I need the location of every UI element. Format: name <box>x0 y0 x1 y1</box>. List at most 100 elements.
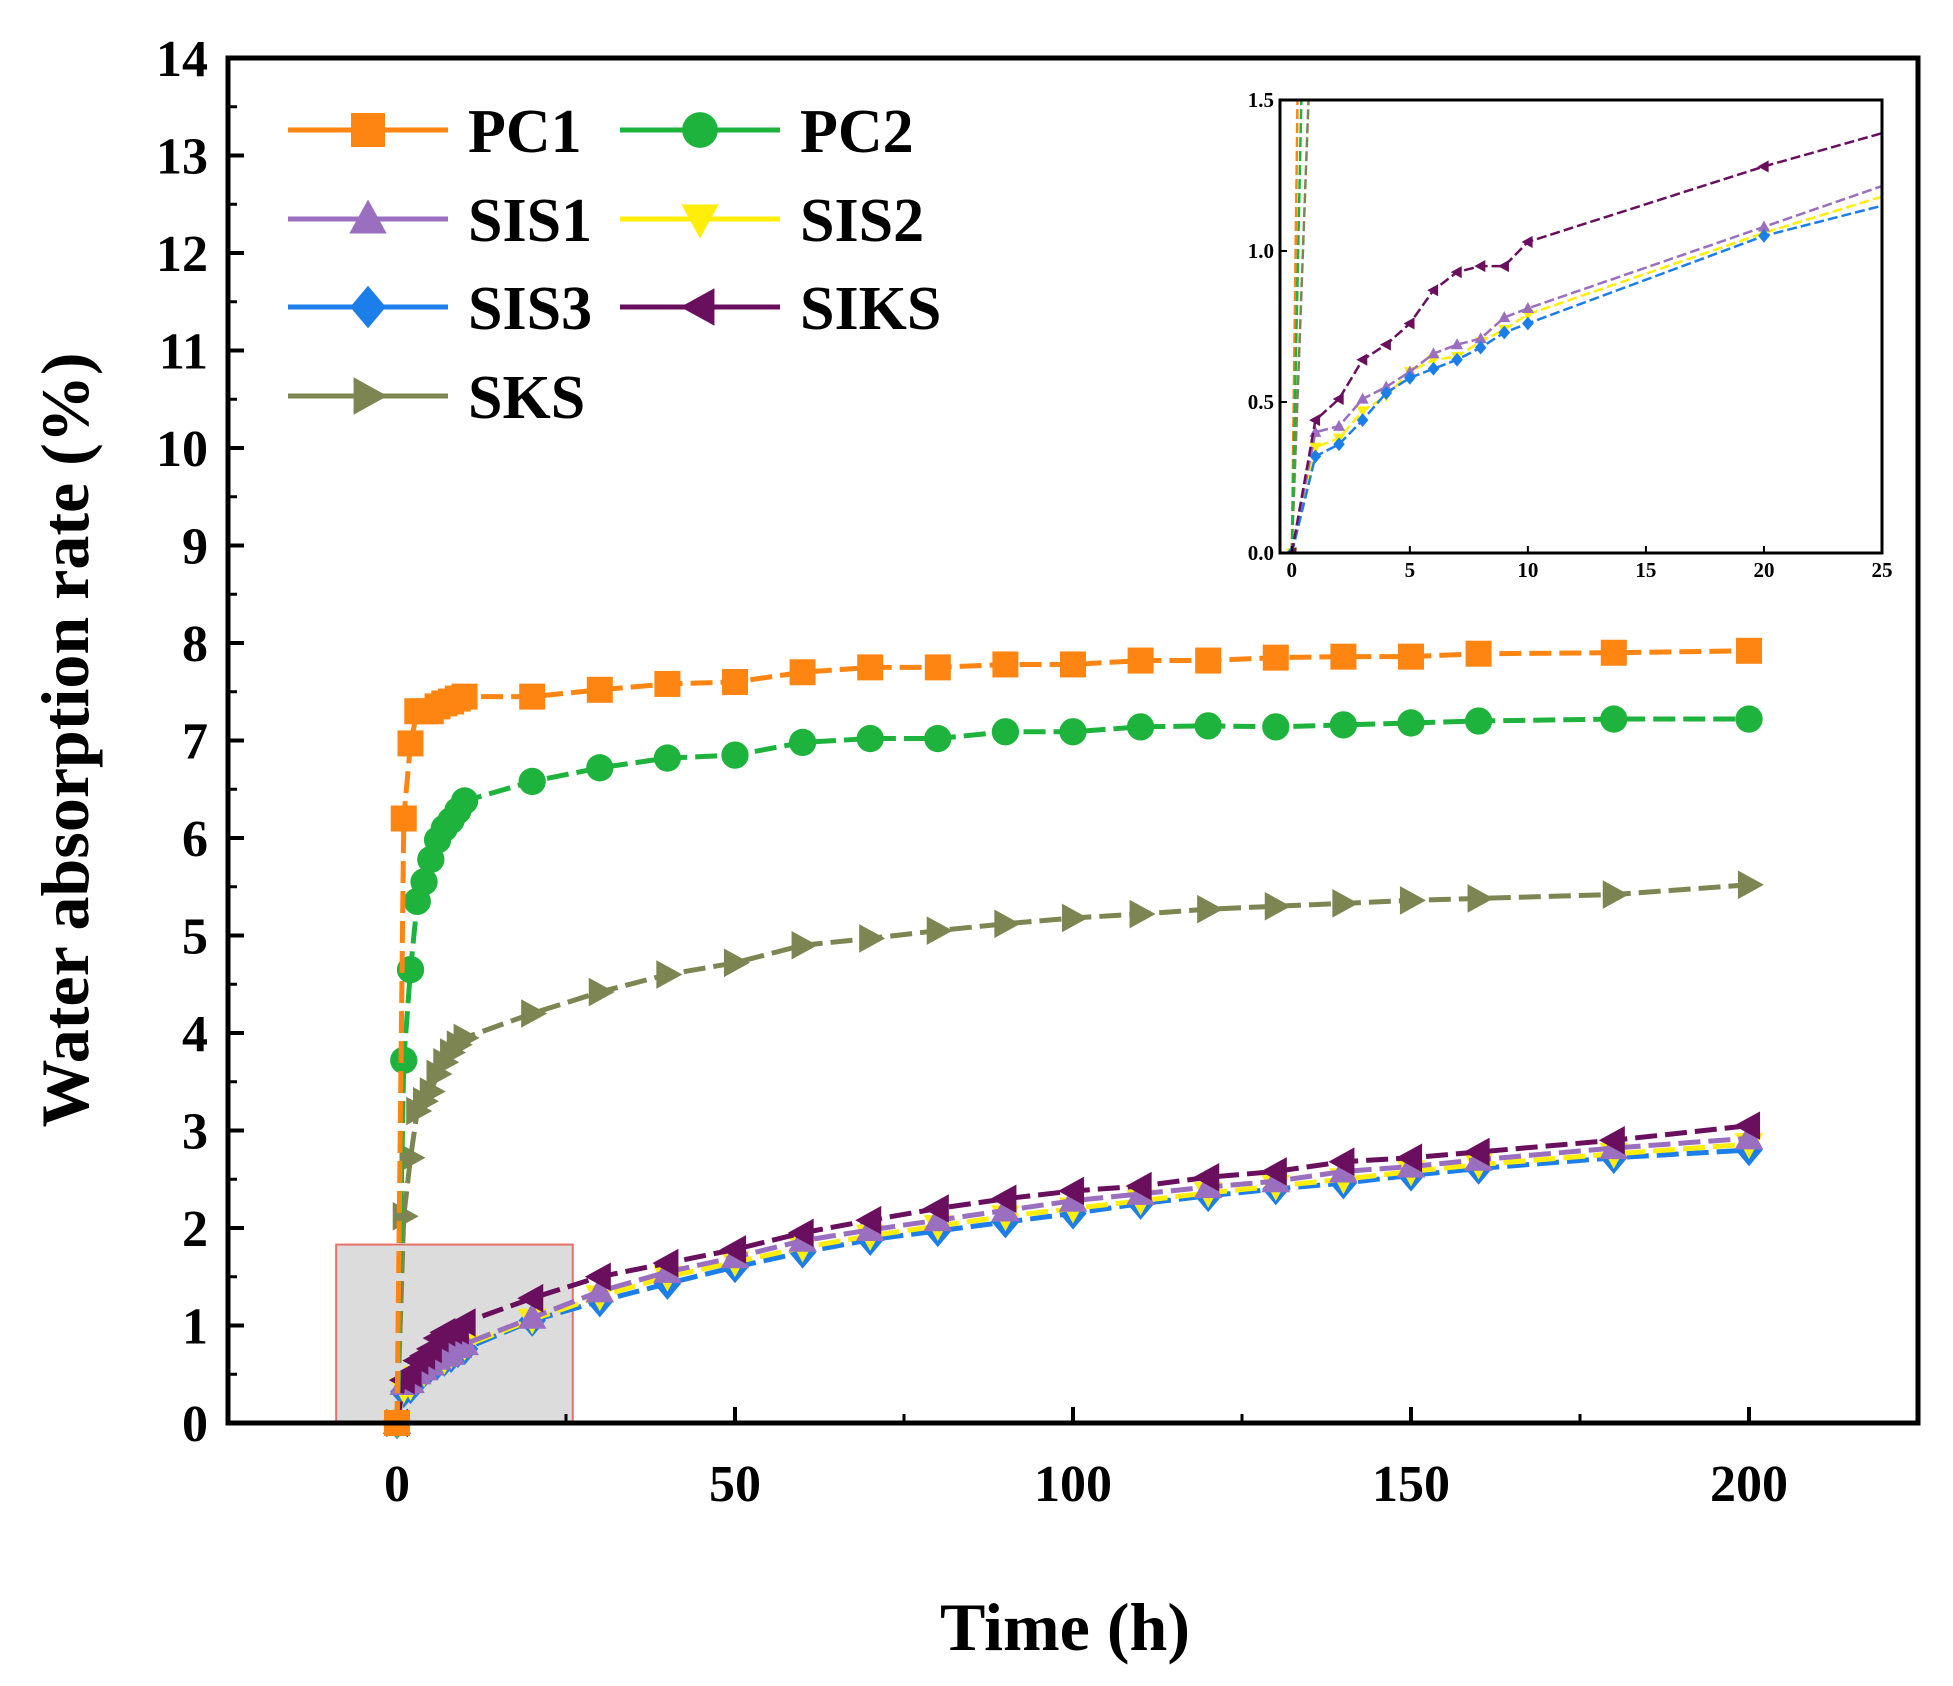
data-point-pc2 <box>991 718 1020 746</box>
data-point-siks <box>584 1262 611 1292</box>
legend-label: SIS2 <box>800 187 924 255</box>
data-point-pc2 <box>450 787 479 815</box>
data-point-pc2 <box>1059 718 1087 746</box>
data-point-pc1 <box>390 805 417 832</box>
inset-y-tick-label: 1.5 <box>1248 88 1274 112</box>
data-point-sks <box>1129 899 1156 929</box>
inset-data-point <box>1427 361 1440 376</box>
inset-series-line <box>1290 195 1882 553</box>
y-tick-label: 10 <box>156 421 208 478</box>
inset-y-tick-label: 0.0 <box>1248 541 1274 565</box>
data-point-pc1 <box>1127 647 1154 674</box>
legend-label: PC2 <box>800 98 914 166</box>
data-point-sks <box>791 930 818 960</box>
inset-data-point <box>1757 220 1771 232</box>
x-axis-title: Time (h) <box>940 1589 1190 1665</box>
data-point-sis1 <box>517 1302 547 1329</box>
inset-data-point <box>1356 413 1369 427</box>
y-tick-label: 7 <box>182 714 208 771</box>
data-point-sks <box>1602 880 1629 909</box>
data-point-pc2 <box>924 724 952 753</box>
data-point-pc2 <box>1735 705 1763 733</box>
data-point-pc1 <box>722 669 748 695</box>
data-point-pc2 <box>518 767 546 796</box>
data-point-siks <box>1396 1143 1423 1173</box>
data-point-sks <box>521 999 548 1028</box>
data-point-pc1 <box>1330 643 1357 670</box>
data-point-siks <box>1125 1171 1152 1201</box>
data-point-sis1 <box>1734 1123 1764 1150</box>
y-tick-label: 13 <box>156 129 208 186</box>
inset-series-group <box>1285 100 1882 553</box>
data-point-sks <box>994 909 1021 939</box>
data-point-pc2 <box>788 728 817 757</box>
legend-label: SIS1 <box>468 187 592 255</box>
data-point-pc1 <box>857 654 884 681</box>
legend-marker <box>351 113 385 147</box>
data-point-pc1 <box>519 683 546 710</box>
data-point-pc1 <box>654 670 681 697</box>
data-point-siks <box>1463 1137 1490 1167</box>
legend-marker <box>350 285 386 329</box>
inset-data-point <box>1498 325 1511 340</box>
inset-data-point <box>1356 353 1368 366</box>
y-tick-label: 9 <box>182 519 208 576</box>
main-plot-frame <box>225 55 1921 1426</box>
x-tick-label: 50 <box>709 1456 761 1513</box>
legend-label: SIKS <box>800 275 941 343</box>
inset-data-point <box>1451 352 1463 367</box>
data-point-sks <box>1264 891 1291 921</box>
data-point-pc1 <box>1195 647 1222 674</box>
data-point-pc2 <box>1194 712 1222 740</box>
inset-data-point <box>1521 235 1533 248</box>
inset-x-tick-label: 5 <box>1405 558 1416 582</box>
series-pc2 <box>383 705 1763 1437</box>
inset-data-point <box>1498 311 1511 323</box>
inset-data-point <box>1758 229 1770 243</box>
inset-data-point <box>1522 316 1534 331</box>
inset-x-tick-label: 15 <box>1635 558 1656 582</box>
data-point-siks <box>787 1218 814 1248</box>
data-point-sks <box>399 1143 426 1173</box>
data-point-pc2 <box>1397 709 1425 737</box>
y-tick-label: 14 <box>156 31 208 88</box>
data-point-pc1 <box>1465 640 1492 667</box>
data-point-siks <box>720 1235 747 1264</box>
data-point-sks <box>656 960 683 989</box>
data-point-sks <box>1737 870 1764 900</box>
inset-data-point <box>1404 370 1416 385</box>
data-point-sks <box>1467 884 1494 913</box>
inset-data-point <box>1380 386 1393 400</box>
data-point-pc1 <box>1060 651 1086 678</box>
inset-y-tick-label: 1.0 <box>1248 239 1274 263</box>
inset-data-point <box>1309 442 1322 454</box>
legend-entry-sks: SKS <box>288 364 585 432</box>
data-point-siks <box>1734 1111 1761 1140</box>
y-tick-label: 0 <box>182 1396 208 1453</box>
data-point-sks <box>426 1059 453 1089</box>
data-point-pc2 <box>1600 705 1628 733</box>
data-point-sks <box>1061 903 1088 933</box>
data-point-pc2 <box>1262 713 1290 741</box>
data-point-pc1 <box>1736 637 1762 664</box>
y-tick-label: 3 <box>182 1104 208 1161</box>
inset-ticks: 0 5 10 15 20 25 0.0 0.5 1.0 1.5 <box>1248 88 1893 582</box>
legend-entry-sis3: SIS3 <box>288 275 592 343</box>
data-point-siks <box>1260 1157 1287 1186</box>
inset-plot-frame <box>1278 98 1884 555</box>
inset-data-point <box>1309 414 1321 427</box>
data-point-sks <box>588 977 615 1007</box>
y-tick-label: 1 <box>182 1299 208 1356</box>
legend-label: PC1 <box>468 98 582 166</box>
legend-marker <box>681 204 719 239</box>
data-point-siks <box>990 1184 1017 1214</box>
legend-marker <box>353 377 388 415</box>
data-point-siks <box>922 1194 949 1223</box>
legend: PC1 PC2 SIS1 SIS2 SIS3 SIKS SKS <box>288 98 941 432</box>
data-point-sks <box>1332 889 1359 918</box>
inset-data-point <box>1356 392 1369 404</box>
data-point-pc1 <box>451 683 478 710</box>
inset-data-point <box>1474 260 1486 273</box>
